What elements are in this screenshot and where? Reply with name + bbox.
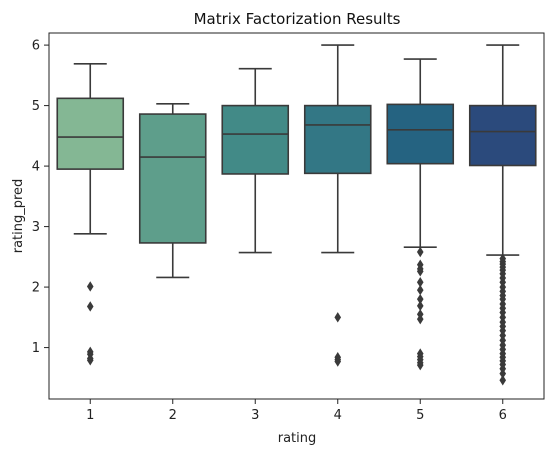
x-tick-label-5: 5 [416, 408, 424, 423]
x-tick-label-6: 6 [499, 408, 507, 423]
box-1 [56, 97, 125, 170]
x-tick-label-1: 1 [86, 408, 94, 423]
box-group-1 [56, 63, 125, 366]
y-tick-label-3: 3 [32, 220, 40, 235]
box-3 [221, 104, 290, 175]
x-tick-label-2: 2 [169, 408, 177, 423]
box-group-6 [468, 44, 537, 386]
outlier-point-4-3 [334, 356, 342, 367]
outlier-point-5-0 [416, 246, 424, 258]
box-4 [303, 104, 372, 175]
outlier-point-5-14 [416, 359, 424, 371]
outlier-point-4-0 [334, 312, 342, 323]
outlier-point-5-4 [416, 277, 424, 288]
outlier-point-6-29 [499, 375, 507, 386]
y-tick-label-5: 5 [32, 99, 40, 114]
chart-title: Matrix Factorization Results [194, 10, 401, 28]
y-tick-label-2: 2 [32, 281, 40, 296]
outlier-point-5-6 [416, 293, 424, 305]
outlier-point-5-5 [416, 284, 424, 296]
y-tick-label-4: 4 [32, 160, 40, 175]
box-5 [386, 103, 455, 165]
box-group-5 [386, 58, 455, 371]
x-tick-label-3: 3 [251, 408, 259, 423]
x-tick-label-4: 4 [334, 408, 342, 423]
outlier-point-1-0 [86, 281, 94, 292]
y-axis-label: rating_pred [11, 179, 26, 254]
box-2 [138, 113, 207, 244]
x-axis-label: rating [278, 431, 317, 446]
plot-frame [48, 32, 545, 400]
box-group-4 [303, 44, 372, 367]
box-group-3 [221, 67, 290, 254]
plot-area [56, 44, 537, 386]
box-6 [468, 104, 537, 167]
outlier-point-1-5 [86, 355, 94, 366]
y-tick-label-1: 1 [32, 341, 40, 356]
box-group-2 [138, 102, 207, 279]
outlier-point-5-7 [416, 300, 424, 312]
outlier-point-6-28 [499, 368, 507, 379]
axes: 1 2 3 4 5 6 1 2 3 4 5 6 [32, 39, 507, 423]
outlier-point-5-3 [416, 266, 424, 277]
y-tick-label-6: 6 [32, 39, 40, 54]
outlier-point-1-1 [86, 301, 94, 312]
outlier-point-5-9 [416, 313, 424, 325]
